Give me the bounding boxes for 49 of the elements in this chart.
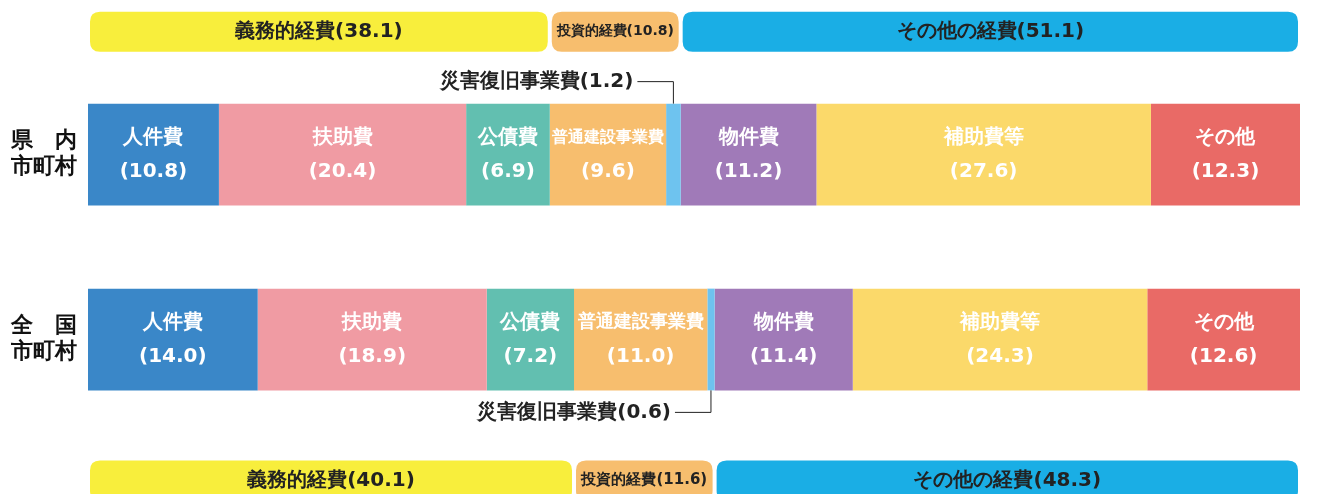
data-label: (24.3): [966, 342, 1034, 367]
bar: [218, 103, 467, 206]
text: 補助費等: [943, 123, 1024, 148]
bar: [88, 288, 258, 391]
text: 人件費: [123, 123, 184, 148]
data-label: (14.0): [139, 342, 207, 367]
bar: [714, 288, 853, 391]
data-label: (11.0): [606, 342, 675, 367]
series-label: 補助費等: [959, 308, 1041, 333]
bar: [1147, 288, 1300, 391]
bar: [666, 103, 681, 206]
data-label: (10.8): [119, 157, 188, 182]
series-label: その他: [1193, 308, 1255, 333]
text: 普通建設事業費: [577, 310, 704, 332]
bar: [1150, 103, 1300, 206]
bar: [257, 288, 487, 391]
series-label: 物件費: [752, 308, 814, 333]
text: その他: [1195, 123, 1256, 148]
data-label: (27.6): [949, 157, 1018, 182]
series-label: 普通建設事業費: [550, 126, 664, 146]
text: 投資的経費(11.6): [580, 470, 708, 489]
bar: [707, 288, 715, 391]
data-label: (6.9): [481, 157, 535, 182]
text: 義務的経費(40.1): [246, 466, 415, 491]
data-label: (11.4): [749, 342, 818, 367]
data-label: (11.2): [714, 157, 783, 182]
data-label: (20.4): [308, 157, 377, 182]
y-tick-label: 全 国市町村: [10, 312, 77, 364]
text: 扶助費: [312, 123, 373, 148]
y-tick-label: 県 内市町村: [10, 127, 77, 179]
data-label: (12.3): [1191, 157, 1260, 182]
data-label: (7.2): [503, 342, 558, 367]
text: 災害復旧事業費(1.2): [439, 67, 634, 92]
series-label: 公債費: [476, 123, 538, 148]
data-label: (12.6): [1189, 342, 1258, 367]
text: その他の経費(51.1): [896, 17, 1085, 42]
text: 義務的経費(38.1): [234, 17, 403, 42]
bar: [88, 103, 219, 206]
text: 投資的経費(10.8): [555, 22, 674, 39]
text: その他の経費(48.3): [913, 466, 1102, 491]
series-label: 扶助費: [341, 308, 403, 333]
data-label: (18.9): [338, 342, 407, 367]
bar: [816, 103, 1151, 206]
series-label: 人件費: [141, 308, 203, 333]
bar: [852, 288, 1148, 391]
data-label: (9.6): [581, 157, 635, 182]
text: 災害復旧事業費(0.6): [477, 398, 671, 423]
text: 公債費: [500, 308, 561, 333]
text: 物件費: [718, 123, 779, 148]
